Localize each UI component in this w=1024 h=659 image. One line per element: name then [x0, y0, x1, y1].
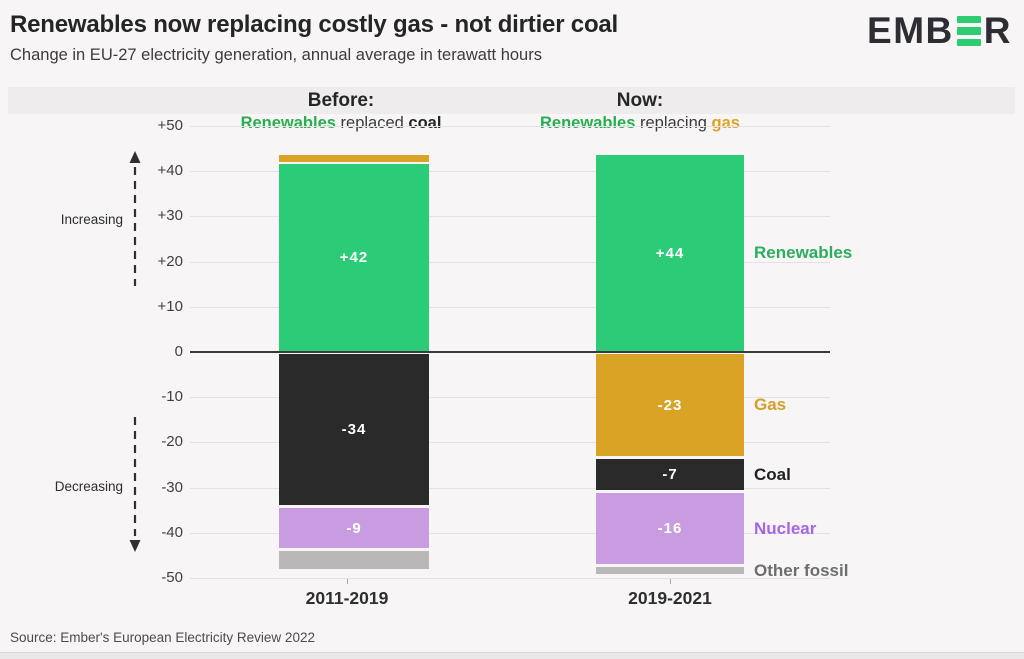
bar-segment-renewables-2011-2019[interactable]: +42	[279, 164, 429, 351]
page-subtitle: Change in EU-27 electricity generation, …	[10, 46, 542, 64]
bar-segment-coal-2011-2019[interactable]: -34	[279, 354, 429, 505]
gas-word: gas	[711, 114, 740, 132]
y-tick-label: -50	[161, 569, 183, 586]
y-tick-label: 0	[174, 343, 183, 360]
segment-value-label: +42	[339, 249, 369, 266]
renewables-word: Renewables	[540, 114, 636, 132]
y-tick-label: +20	[157, 253, 183, 270]
y-tick-label: +50	[157, 117, 183, 134]
increasing-arrow-icon	[129, 151, 141, 286]
bottom-strip	[0, 652, 1024, 659]
coal-word: coal	[408, 114, 442, 132]
y-tick-label: -10	[161, 388, 183, 405]
legend-label-other-fossil: Other fossil	[754, 561, 849, 580]
bar-segment-nuclear-2011-2019[interactable]: -9	[279, 508, 429, 548]
legend-label-coal: Coal	[754, 465, 791, 484]
gridline--10	[190, 397, 830, 398]
header-band	[8, 87, 1015, 114]
column-subtitle-before: Renewables replaced coal	[240, 114, 442, 132]
ember-logo-text-prefix: EMB	[867, 10, 954, 51]
column-header-before: Before: Renewables replaced coal	[181, 90, 501, 133]
y-tick-label: -30	[161, 479, 183, 496]
bar-segment-other-fossil-2019-2021[interactable]	[596, 567, 744, 574]
decreasing-label: Decreasing	[54, 479, 123, 494]
y-tick-label: +10	[157, 298, 183, 315]
gridline--20	[190, 442, 830, 443]
gridline--50	[190, 578, 830, 579]
bar-segment-nuclear-2019-2021[interactable]: -16	[596, 493, 744, 564]
page-title: Renewables now replacing costly gas - no…	[10, 11, 619, 38]
x-label-2011-2019: 2011-2019	[305, 588, 389, 608]
gridline-+20	[190, 262, 830, 263]
gridline-+10	[190, 307, 830, 308]
bar-segment-gas-2019-2021[interactable]: -23	[596, 354, 744, 456]
bar-segment-renewables-2019-2021[interactable]: +44	[596, 155, 744, 351]
increasing-label: Increasing	[60, 212, 123, 227]
y-tick-label: +40	[157, 162, 183, 179]
x-label-2019-2021: 2019-2021	[628, 588, 712, 608]
y-tick-label: -40	[161, 524, 183, 541]
segment-value-label: -7	[662, 466, 678, 483]
column-subtitle-now: Renewables replacing gas	[540, 114, 740, 132]
renewables-word: Renewables	[240, 114, 336, 132]
ember-logo: EMB R	[867, 10, 1012, 52]
ember-logo-text-suffix: R	[983, 10, 1012, 51]
zero-baseline	[190, 351, 830, 353]
source-note: Source: Ember's European Electricity Rev…	[10, 630, 315, 645]
bar-segment-coal-2019-2021[interactable]: -7	[596, 459, 744, 490]
segment-value-label: -23	[657, 396, 683, 414]
gridline-+50	[190, 126, 830, 127]
y-tick-label: +30	[157, 207, 183, 224]
column-title-before: Before:	[307, 90, 375, 111]
segment-value-label: -9	[346, 519, 362, 537]
segment-value-label: -16	[657, 520, 683, 537]
gridline--40	[190, 533, 830, 534]
gridline-+30	[190, 216, 830, 217]
gridline--30	[190, 488, 830, 489]
y-tick-label: -20	[161, 433, 183, 450]
x-tick-2011-2019	[347, 578, 348, 584]
bar-segment-gas-2011-2019[interactable]	[279, 155, 429, 162]
bar-segment-other-fossil-2011-2019[interactable]	[279, 551, 429, 569]
gridline-+40	[190, 171, 830, 172]
segment-value-label: -34	[341, 421, 367, 438]
decreasing-arrow-icon	[129, 417, 141, 552]
ember-logo-e-icon	[956, 16, 981, 46]
x-tick-2019-2021	[670, 578, 671, 584]
segment-value-label: +44	[655, 244, 685, 262]
legend-label-nuclear: Nuclear	[754, 519, 817, 538]
column-title-now: Now:	[616, 90, 664, 111]
legend-label-renewables: Renewables	[754, 243, 853, 262]
column-header-now: Now: Renewables replacing gas	[480, 90, 800, 133]
legend-label-gas: Gas	[754, 395, 787, 414]
